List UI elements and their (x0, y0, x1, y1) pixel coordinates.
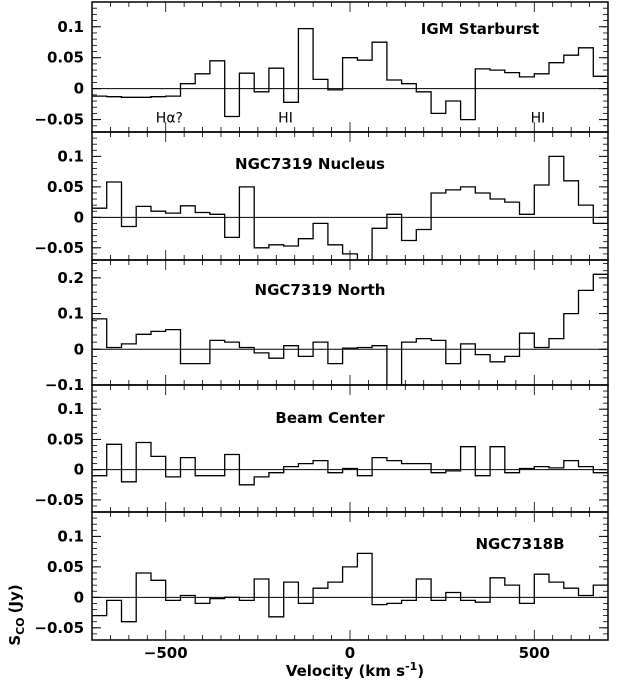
x-tick-label: −500 (144, 644, 188, 662)
y-tick-label: −0.05 (34, 239, 84, 257)
annotation-label: Hα? (156, 111, 183, 127)
y-tick-label: 0.1 (57, 305, 84, 323)
panel-1: −0.05 0 0.05 0.1 IGM Starburst Hα? HI HI (34, 1, 609, 133)
panel-5: −0.05 0 0.05 0.1 NGC7318B (34, 511, 609, 641)
panel-title: NGC7319 North (255, 281, 386, 299)
y-tick-label: 0.1 (57, 147, 84, 165)
panel-title: Beam Center (275, 409, 385, 427)
y-tick-label: 0 (74, 340, 84, 358)
spectrum-series (92, 27, 608, 121)
y-tick-label: 0 (74, 208, 84, 226)
panel-4: −0.05 0 0.05 0.1 Beam Center (34, 384, 609, 513)
y-tick-label: 0.1 (57, 400, 84, 418)
x-tick-label: 0 (345, 644, 355, 662)
panel-frame (91, 511, 609, 641)
y-tick-label: −0.05 (34, 111, 84, 129)
x-axis-tick-labels: −500 0 500 (144, 644, 550, 662)
spectrum-series (92, 155, 608, 260)
y-tick-label: −0.1 (45, 376, 84, 394)
y-tick-label: −0.05 (34, 491, 84, 509)
spectrum-series (92, 273, 608, 385)
annotation-label: HI (278, 111, 293, 127)
x-axis-title: Velocity (km s-1) (286, 660, 424, 680)
panel-2: −0.05 0 0.05 0.1 NGC7319 Nucleus (34, 131, 609, 261)
y-tick-label: 0.05 (47, 558, 84, 576)
panel-title: IGM Starburst (421, 20, 539, 38)
y-tick-label: 0.1 (57, 527, 84, 545)
y-tick-label: 0 (74, 461, 84, 479)
panel-title: NGC7318B (475, 535, 564, 553)
panel-frame (91, 384, 609, 513)
panel-3: −0.1 0 0.1 0.2 NGC7319 North (45, 259, 609, 394)
y-tick-label: 0.05 (47, 430, 84, 448)
panels-group: −0.05 0 0.05 0.1 IGM Starburst Hα? HI HI −0.05 0 0… (34, 1, 609, 641)
annotation-label: HI (531, 111, 546, 127)
y-axis-title: SCO(Jy) (6, 584, 27, 645)
spectrum-series (92, 552, 608, 623)
y-tick-label: 0.1 (57, 18, 84, 36)
spectrum-series (92, 441, 608, 486)
y-tick-label: 0 (74, 80, 84, 98)
panel-frame (91, 259, 609, 386)
y-tick-label: 0.05 (47, 178, 84, 196)
y-tick-label: 0.05 (47, 49, 84, 67)
y-tick-label: 0 (74, 588, 84, 606)
x-tick-label: 500 (519, 644, 550, 662)
panel-frame (91, 131, 609, 261)
y-tick-label: −0.05 (34, 619, 84, 637)
panel-title: NGC7319 Nucleus (235, 155, 385, 173)
y-tick-label: 0.2 (57, 269, 84, 287)
